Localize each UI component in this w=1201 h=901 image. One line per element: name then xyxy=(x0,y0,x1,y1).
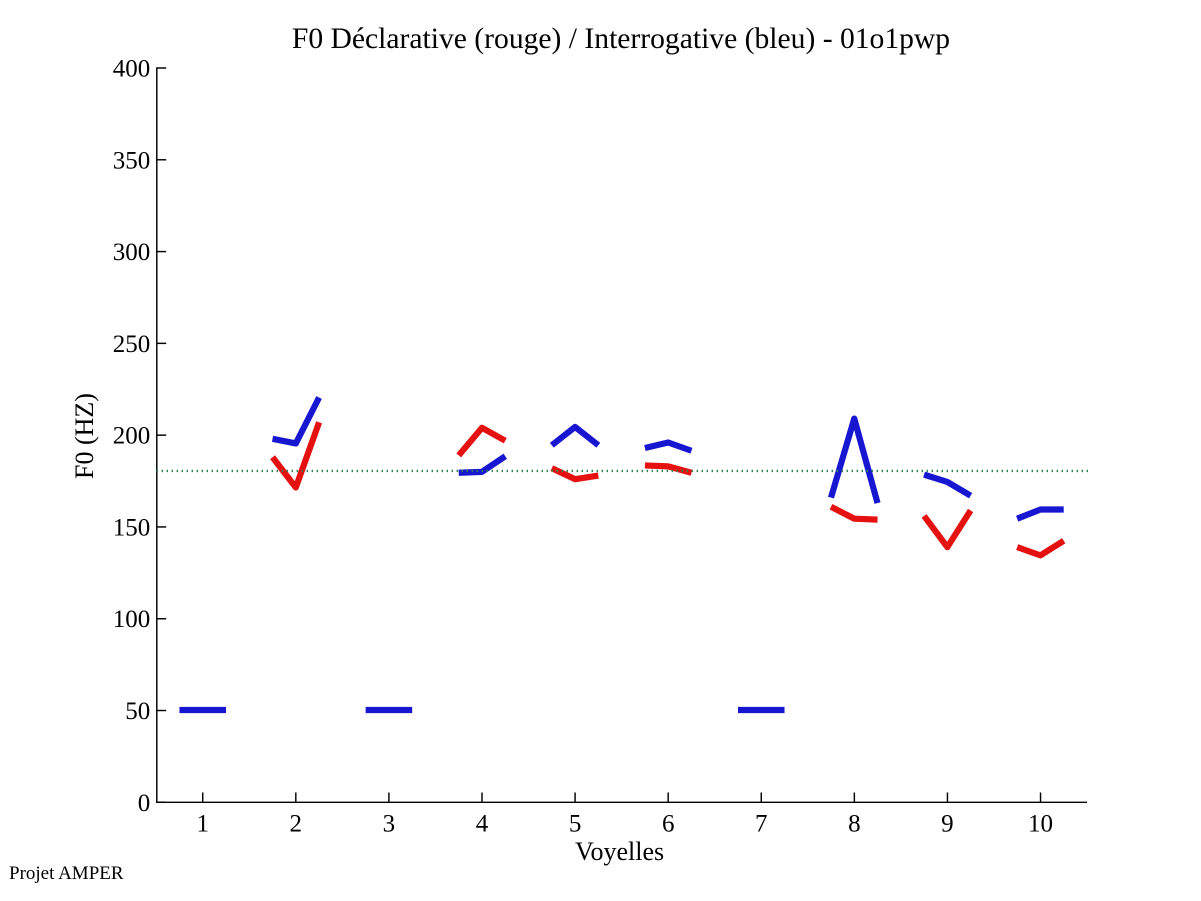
svg-text:250: 250 xyxy=(113,331,151,358)
svg-text:9: 9 xyxy=(941,811,954,838)
svg-text:10: 10 xyxy=(1028,811,1053,838)
svg-text:100: 100 xyxy=(113,606,151,633)
svg-text:5: 5 xyxy=(569,811,582,838)
svg-text:8: 8 xyxy=(848,811,861,838)
svg-text:150: 150 xyxy=(113,514,151,541)
svg-text:400: 400 xyxy=(113,56,151,83)
svg-text:50: 50 xyxy=(125,698,150,725)
svg-text:F0 (HZ): F0 (HZ) xyxy=(70,393,99,479)
svg-text:Voyelles: Voyelles xyxy=(575,837,664,866)
svg-text:3: 3 xyxy=(383,811,396,838)
svg-text:6: 6 xyxy=(662,811,675,838)
svg-text:2: 2 xyxy=(290,811,303,838)
svg-text:4: 4 xyxy=(476,811,489,838)
svg-text:7: 7 xyxy=(755,811,768,838)
svg-text:200: 200 xyxy=(113,423,151,450)
svg-text:0: 0 xyxy=(138,790,151,817)
svg-text:300: 300 xyxy=(113,239,151,266)
svg-text:Projet AMPER: Projet AMPER xyxy=(9,863,124,884)
svg-text:F0 Déclarative (rouge) / Inter: F0 Déclarative (rouge) / Interrogative (… xyxy=(292,23,950,55)
svg-text:350: 350 xyxy=(113,147,151,174)
svg-text:1: 1 xyxy=(196,811,209,838)
